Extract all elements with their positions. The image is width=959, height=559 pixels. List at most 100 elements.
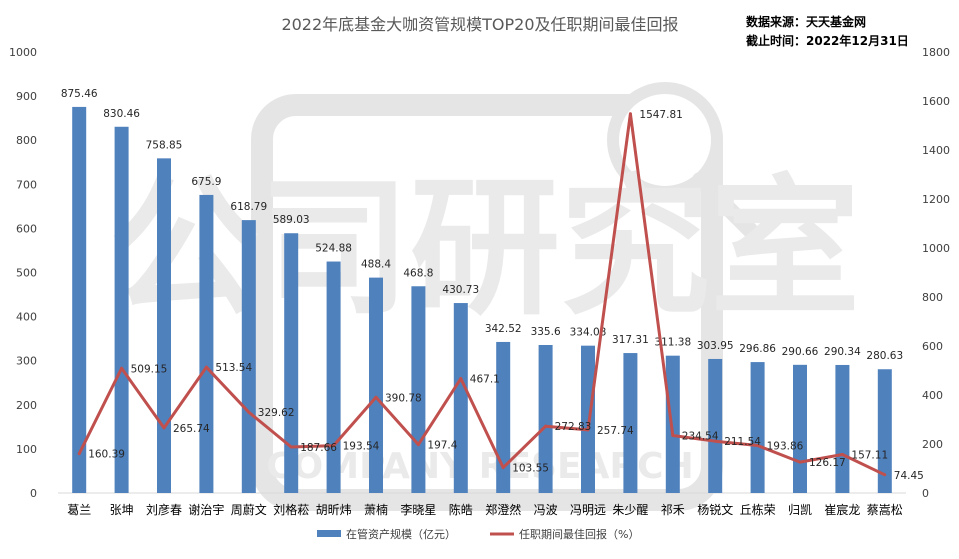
line-value-labels: 160.39 509.15 265.74 513.54 329.62 187.66 193.… bbox=[88, 109, 924, 482]
category-label: 萧楠 bbox=[364, 502, 388, 517]
line-value-label: 160.39 bbox=[88, 449, 125, 461]
line-point bbox=[162, 426, 166, 430]
bar-value-label: 675.9 bbox=[191, 176, 221, 188]
line-point bbox=[628, 112, 632, 116]
line-point bbox=[289, 445, 293, 449]
line-value-label: 272.83 bbox=[555, 421, 592, 433]
line-point bbox=[501, 466, 505, 470]
category-label: 冯波 bbox=[534, 503, 558, 517]
right-tick-label: 400 bbox=[922, 389, 943, 402]
bar-value-label: 335.6 bbox=[531, 326, 561, 338]
line-value-label: 467.1 bbox=[470, 374, 500, 386]
bar-value-label: 334.08 bbox=[570, 327, 607, 339]
bar-value-label: 830.46 bbox=[103, 108, 140, 120]
left-tick-label: 100 bbox=[16, 443, 37, 456]
left-tick-label: 700 bbox=[16, 178, 37, 191]
bar-value-label: 290.66 bbox=[782, 346, 819, 358]
legend-bar-swatch bbox=[317, 530, 341, 537]
bar bbox=[326, 261, 341, 493]
category-label: 崔宸龙 bbox=[824, 502, 860, 517]
bar bbox=[538, 345, 553, 493]
right-tick-label: 800 bbox=[922, 291, 943, 304]
right-tick-label: 1000 bbox=[922, 242, 950, 255]
line-path bbox=[77, 112, 886, 477]
bar-value-label: 342.52 bbox=[485, 323, 522, 335]
line-value-label: 193.54 bbox=[343, 441, 380, 453]
bar-value-label: 618.79 bbox=[230, 201, 267, 213]
line-value-label: 211.54 bbox=[724, 436, 761, 448]
line-value-label: 193.86 bbox=[767, 441, 804, 453]
bar bbox=[623, 353, 638, 493]
line-value-label: 329.62 bbox=[258, 407, 295, 419]
bar-value-label: 875.46 bbox=[61, 88, 98, 100]
bar-value-label: 430.73 bbox=[442, 284, 479, 296]
line-point bbox=[756, 444, 760, 448]
bar bbox=[199, 194, 214, 493]
category-label: 归凯 bbox=[788, 503, 812, 517]
bar-value-labels: 875.46 830.46 758.85 675.9 618.79 589.03 524.8… bbox=[61, 88, 903, 362]
category-label: 刘格菘 bbox=[273, 502, 309, 517]
bar bbox=[877, 369, 892, 493]
bar-value-label: 524.88 bbox=[315, 243, 352, 255]
right-tick-label: 1200 bbox=[922, 193, 950, 206]
right-tick-label: 200 bbox=[922, 438, 943, 451]
line-point bbox=[204, 365, 208, 369]
left-tick-label: 0 bbox=[30, 487, 37, 500]
bar bbox=[835, 364, 850, 493]
bar bbox=[708, 358, 723, 493]
category-label: 周蔚文 bbox=[231, 502, 267, 517]
left-tick-label: 200 bbox=[16, 399, 37, 412]
line-value-label: 157.11 bbox=[851, 450, 888, 462]
line-value-label: 197.4 bbox=[427, 440, 457, 452]
category-label: 李晓星 bbox=[400, 502, 436, 517]
left-y-axis: 0 100 200 300 400 500 600 700 800 900 1000 bbox=[9, 46, 906, 500]
category-label: 谢治宇 bbox=[188, 502, 224, 517]
bar bbox=[496, 341, 511, 493]
bar bbox=[157, 158, 171, 493]
bar bbox=[241, 220, 256, 493]
line-point bbox=[459, 377, 463, 381]
category-label: 蔡嵩松 bbox=[867, 503, 903, 517]
bar bbox=[750, 362, 765, 493]
category-label: 张坤 bbox=[110, 502, 134, 517]
legend-line-label: 任职期间最佳回报（%） bbox=[519, 527, 639, 541]
left-tick-label: 800 bbox=[16, 134, 37, 147]
line-point bbox=[883, 473, 887, 477]
bar-value-label: 296.86 bbox=[739, 343, 776, 355]
left-tick-label: 1000 bbox=[9, 46, 37, 59]
category-label: 丘栋荣 bbox=[740, 502, 776, 517]
category-label: 陈皓 bbox=[449, 502, 473, 517]
bar-value-label: 303.95 bbox=[697, 340, 734, 352]
line-value-label: 257.74 bbox=[597, 425, 634, 437]
watermark: 公司研究室 COMPANY RESEARCH bbox=[110, 82, 860, 511]
left-tick-label: 900 bbox=[16, 90, 37, 103]
right-tick-label: 1400 bbox=[922, 144, 950, 157]
category-label: 杨锐文 bbox=[697, 502, 733, 517]
bar-value-label: 488.4 bbox=[361, 259, 391, 271]
bar bbox=[793, 364, 807, 493]
category-label: 胡昕炜 bbox=[316, 503, 352, 517]
bar-series bbox=[72, 106, 892, 493]
category-label: 祁禾 bbox=[661, 502, 685, 517]
bar bbox=[453, 303, 468, 493]
line-point bbox=[416, 443, 420, 447]
source-line: 数据来源：天天基金网 bbox=[746, 14, 866, 29]
left-tick-label: 400 bbox=[16, 311, 37, 324]
right-tick-label: 600 bbox=[922, 340, 943, 353]
line-point bbox=[713, 439, 717, 443]
category-label: 葛兰 bbox=[67, 503, 91, 517]
line-value-label: 74.45 bbox=[894, 470, 924, 482]
legend: 在管资产规模（亿元） 任职期间最佳回报（%） bbox=[317, 527, 639, 541]
line-point bbox=[247, 410, 251, 414]
bar bbox=[114, 126, 129, 493]
line-value-label: 509.15 bbox=[131, 363, 168, 375]
bar bbox=[284, 233, 299, 493]
line-point bbox=[77, 452, 81, 456]
right-tick-label: 1600 bbox=[922, 95, 950, 108]
line-point bbox=[332, 444, 336, 448]
bar-value-label: 280.63 bbox=[866, 350, 903, 362]
line-point bbox=[544, 424, 548, 428]
right-y-axis: 0 200 400 600 800 1000 1200 1400 1600 1800 bbox=[922, 46, 950, 500]
cutoff-line: 截止时间：2022年12月31日 bbox=[746, 33, 909, 48]
